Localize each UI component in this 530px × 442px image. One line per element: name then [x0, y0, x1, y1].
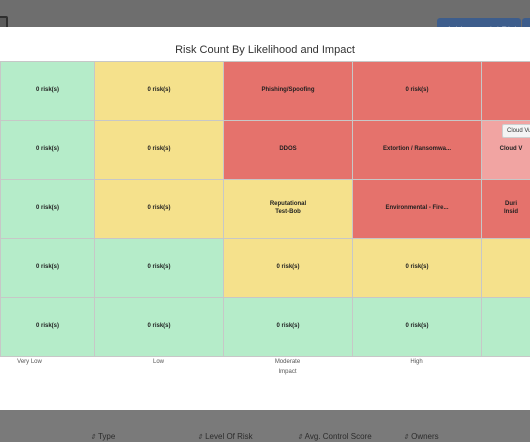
heatmap-cell-label: Duri Insid	[503, 201, 518, 215]
impact-axis-label: Very Low	[17, 359, 42, 365]
heatmap-cell-label: Phishing/Spoofing	[261, 87, 315, 94]
heatmap-cell[interactable]: 0 risk(s)	[94, 120, 224, 180]
heatmap-cell[interactable]: 0 risk(s)	[94, 238, 224, 298]
heatmap-cell-label: 0 risk(s)	[35, 264, 59, 271]
heatmap-cell[interactable]	[481, 61, 530, 121]
heatmap-cell[interactable]: Duri Insid	[481, 179, 530, 239]
heatmap-cell-label: 0 risk(s)	[35, 146, 59, 153]
heatmap-cell-label: Environmental - Fire...	[385, 205, 449, 212]
heatmap-cell[interactable]: 0 risk(s)	[0, 61, 95, 121]
heatmap-cell[interactable]: 0 risk(s)	[352, 297, 482, 357]
heatmap-cell-label: 0 risk(s)	[147, 323, 171, 330]
heatmap-cell[interactable]: 0 risk(s)	[223, 297, 353, 357]
heatmap-cell[interactable]: Phishing/Spoofing	[223, 61, 353, 121]
chart-title: Risk Count By Likelihood and Impact	[175, 44, 355, 56]
heatmap-cell[interactable]: 0 risk(s)	[352, 61, 482, 121]
heatmap-cell-label: 0 risk(s)	[405, 323, 429, 330]
level-of-risk-column-header[interactable]: ⇕ Level Of Risk	[197, 432, 253, 441]
heatmap-cell-label: DDOS	[279, 146, 297, 153]
heatmap-cell-label: 0 risk(s)	[405, 264, 429, 271]
sort-icon[interactable]: ⇕	[90, 434, 96, 441]
sort-icon[interactable]: ⇕	[297, 434, 303, 441]
heatmap-cell[interactable]	[481, 297, 530, 357]
impact-axis-label: Moderate	[274, 359, 301, 365]
heatmap-cell[interactable]: Extortion / Ransomwa...	[352, 120, 482, 180]
heatmap-cell[interactable]: 0 risk(s)	[223, 238, 353, 298]
heatmap-cell-label: 0 risk(s)	[147, 264, 171, 271]
heatmap-cell[interactable]	[481, 238, 530, 298]
risk-heatmap-grid: 0 risk(s) 0 risk(s) Phishing/Spoofing 0 ris…	[0, 61, 530, 357]
impact-axis-label: High	[410, 359, 423, 365]
heatmap-cell-label: 0 risk(s)	[276, 264, 300, 271]
heatmap-cell[interactable]: 0 risk(s)	[94, 179, 224, 239]
sort-icon[interactable]: ⇕	[197, 434, 203, 441]
type-column-header[interactable]: ⇕ Type	[90, 432, 116, 441]
heatmap-cell[interactable]: 0 risk(s)	[0, 297, 95, 357]
risk-table-header: ⇕ Type ⇕ Level Of Risk ⇕ Avg. Control Sc…	[0, 428, 530, 442]
heatmap-cell[interactable]: 0 risk(s)	[0, 238, 95, 298]
heatmap-cell[interactable]: 0 risk(s)	[94, 297, 224, 357]
heatmap-cell-label: 0 risk(s)	[147, 87, 171, 94]
x-axis-title: Impact	[278, 369, 297, 375]
heatmap-cell-label: 0 risk(s)	[276, 323, 300, 330]
impact-axis-label: Low	[152, 359, 164, 365]
heatmap-cell[interactable]: Reputational Test-Bob	[223, 179, 353, 239]
avg-control-score-column-header[interactable]: ⇕ Avg. Control Score	[297, 432, 372, 441]
owners-column-header[interactable]: ⇕ Owners	[403, 432, 439, 441]
risk-heatmap-modal: Risk Count By Likelihood and Impact 0 ri…	[0, 27, 530, 410]
heatmap-cell[interactable]: DDOS	[223, 120, 353, 180]
heatmap-cell[interactable]: 0 risk(s)	[352, 238, 482, 298]
heatmap-cell-label: Reputational Test-Bob	[269, 201, 307, 215]
heatmap-cell-label: 0 risk(s)	[405, 87, 429, 94]
heatmap-cell[interactable]: 0 risk(s)	[0, 120, 95, 180]
heatmap-cell-label: 0 risk(s)	[35, 87, 59, 94]
sort-icon[interactable]: ⇕	[403, 434, 409, 441]
heatmap-cell[interactable]: 0 risk(s)	[94, 61, 224, 121]
heatmap-cell-label: Cloud V	[499, 146, 523, 153]
heatmap-cell-label: 0 risk(s)	[35, 323, 59, 330]
heatmap-cell-label: 0 risk(s)	[147, 146, 171, 153]
heatmap-cell[interactable]: 0 risk(s)	[0, 179, 95, 239]
cell-tooltip: Cloud Vu	[502, 124, 530, 138]
heatmap-cell-label: 0 risk(s)	[147, 205, 171, 212]
heatmap-cell[interactable]: Environmental - Fire...	[352, 179, 482, 239]
heatmap-cell-label: 0 risk(s)	[35, 205, 59, 212]
heatmap-cell-label: Extortion / Ransomwa...	[382, 146, 451, 153]
